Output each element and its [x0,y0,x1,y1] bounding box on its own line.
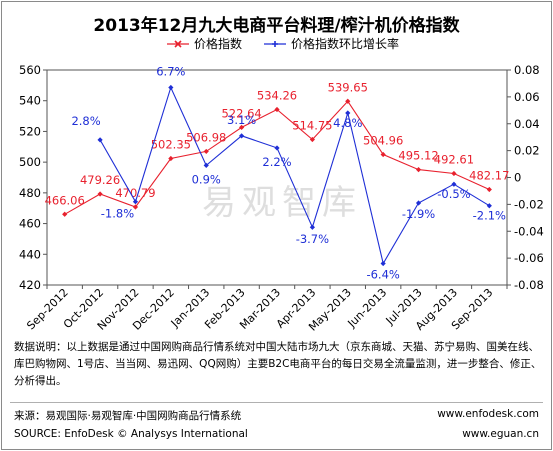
series-line [99,85,490,265]
data-label: 534.26 [257,89,297,103]
data-point [380,260,386,267]
legend-label: 价格指数 [194,36,242,51]
right-axis-tick-label: 0.08 [514,63,540,77]
left-axis-tick-label: 440 [19,247,41,261]
data-point [415,167,422,173]
watermark: 易观智库 [202,183,362,223]
data-point [345,110,351,116]
source-cn: 来源：易观国际·易观智库·中国网购商品行情系统 [14,410,242,422]
left-axis-tick-label: 560 [19,63,41,77]
left-axis-tick-label: 460 [19,217,41,231]
right-axis-tick-label: 0.02 [514,144,540,158]
data-point [451,170,457,177]
data-point [345,98,351,104]
data-label: 522.64 [221,106,261,120]
data-point [239,124,245,130]
data-label: 502.35 [151,138,191,152]
url-eguan[interactable]: www.eguan.cn [462,428,539,440]
data-label: 6.7% [156,64,185,78]
data-note: 数据说明：以上数据是通过中国网购商品行情系统对中国大陆市场九大（京东商城、天猫、… [14,341,542,387]
data-point [168,84,174,91]
data-label: 504.96 [363,134,403,148]
legend-marker [272,41,278,47]
legend-label: 价格指数环比增长率 [291,36,399,51]
data-label: -2.1% [473,209,506,223]
right-axis-tick-label: 0 [514,171,521,185]
right-axis-tick-label: -0.08 [514,278,544,292]
left-axis-tick-label: 480 [19,186,41,200]
data-point [274,145,280,151]
data-point [451,181,457,187]
left-axis-tick-label: 500 [19,155,41,169]
left-axis-tick-label: 520 [19,124,41,138]
data-label: -6.4% [366,268,399,282]
data-label: 0.9% [192,172,221,186]
data-point [97,137,103,143]
price-index-chart: 易观智库 420 440 460 480 500 520 540 560 -0.08 -0.06 -0… [19,36,544,334]
left-axis-tick-label: 540 [19,94,41,108]
data-label: -1.8% [101,207,134,221]
data-label: 479.26 [80,173,120,187]
data-label: 506.98 [186,130,226,144]
data-point [380,151,386,158]
url-enfodesk[interactable]: www.enfodesk.com [437,408,539,420]
data-point [97,191,103,197]
data-point [309,136,315,143]
data-point [203,148,209,155]
data-label: 470.79 [115,186,155,200]
right-axis-tick-label: -0.02 [514,197,544,211]
data-point [274,106,280,113]
data-point [239,133,245,139]
right-axis-tick-label: -0.06 [514,251,544,265]
data-point [132,199,139,205]
data-point [309,224,315,230]
data-label: 4.8% [333,116,362,130]
data-point [132,204,139,210]
data-label: 514.75 [292,118,332,132]
data-point [62,211,68,217]
legend-marker [174,40,182,48]
data-label: 2.8% [71,114,100,128]
right-axis-tick-label: -0.04 [514,224,544,238]
data-point [415,200,422,206]
chart-title: 2013年12月九大电商平台料理/榨汁机价格指数 [93,16,460,36]
right-axis-tick-label: 0.06 [514,90,540,104]
source-en: SOURCE: EnfoDesk © Analysys Internationa… [14,428,248,440]
data-point [486,203,492,209]
data-label: -1.9% [402,207,435,221]
data-label: -0.5% [437,187,470,201]
data-label: 2.2% [262,155,291,169]
data-label: -3.7% [296,232,329,246]
data-label: 482.17 [469,169,509,183]
footer-divider [10,402,543,403]
data-label: 539.65 [328,80,368,94]
data-label: 3.1% [227,113,256,127]
left-axis-tick-label: 420 [19,278,41,292]
right-axis-tick-label: 0.04 [514,117,540,131]
data-point [203,162,209,169]
data-point [168,155,174,162]
data-label: 495.12 [398,149,438,163]
data-label: 466.06 [45,193,85,207]
data-point [486,186,492,193]
data-label: 492.61 [434,152,474,166]
